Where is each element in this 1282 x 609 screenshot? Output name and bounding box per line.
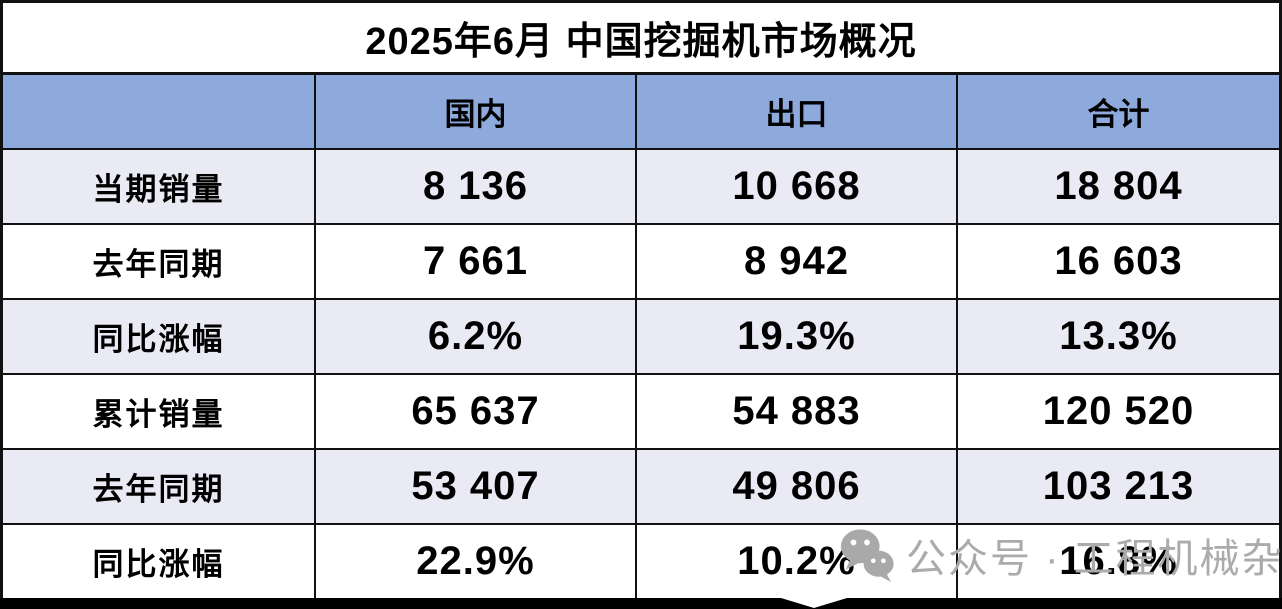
bottom-notch-triangle bbox=[781, 598, 847, 608]
header-cell-blank bbox=[3, 75, 316, 150]
row-label-cell: 同比涨幅 bbox=[3, 525, 316, 598]
table-row: 累计销量 65 637 54 883 120 520 bbox=[3, 375, 1279, 450]
value-cell: 53 407 bbox=[316, 450, 637, 525]
value-cell: 8 942 bbox=[637, 225, 958, 300]
value-cell: 49 806 bbox=[637, 450, 958, 525]
table-row: 同比涨幅 22.9% 10.2% 16.8% bbox=[3, 525, 1279, 598]
row-label-cell: 去年同期 bbox=[3, 225, 316, 300]
value-cell: 7 661 bbox=[316, 225, 637, 300]
value-cell: 103 213 bbox=[958, 450, 1279, 525]
row-label-cell: 去年同期 bbox=[3, 450, 316, 525]
header-cell-total: 合计 bbox=[958, 75, 1279, 150]
value-cell: 16.8% bbox=[1059, 539, 1178, 583]
value-cell: 6.2% bbox=[316, 300, 637, 375]
table-body: 当期销量 8 136 10 668 18 804 去年同期 7 661 8 942 16 60… bbox=[3, 150, 1279, 598]
table-row: 去年同期 7 661 8 942 16 603 bbox=[3, 225, 1279, 300]
value-cell: 10.2% bbox=[637, 525, 958, 598]
table-title: 2025年6月 中国挖掘机市场概况 bbox=[3, 3, 1279, 75]
value-cell: 22.9% bbox=[316, 525, 637, 598]
value-cell: 54 883 bbox=[637, 375, 958, 450]
table-row: 当期销量 8 136 10 668 18 804 bbox=[3, 150, 1279, 225]
value-cell: 13.3% bbox=[958, 300, 1279, 375]
table-row: 同比涨幅 6.2% 19.3% 13.3% bbox=[3, 300, 1279, 375]
table-header-row: 国内 出口 合计 bbox=[3, 75, 1279, 150]
value-cell: 16 603 bbox=[958, 225, 1279, 300]
bottom-border-bar bbox=[0, 598, 1282, 609]
row-label-cell: 同比涨幅 bbox=[3, 300, 316, 375]
value-cell: 8 136 bbox=[316, 150, 637, 225]
value-cell: 120 520 bbox=[958, 375, 1279, 450]
header-cell-export: 出口 bbox=[637, 75, 958, 150]
value-cell: 65 637 bbox=[316, 375, 637, 450]
table-row: 去年同期 53 407 49 806 103 213 bbox=[3, 450, 1279, 525]
value-cell: 18 804 bbox=[958, 150, 1279, 225]
row-label-cell: 累计销量 bbox=[3, 375, 316, 450]
value-cell: 19.3% bbox=[637, 300, 958, 375]
row-label-cell: 当期销量 bbox=[3, 150, 316, 225]
header-cell-domestic: 国内 bbox=[316, 75, 637, 150]
value-cell: 10 668 bbox=[637, 150, 958, 225]
